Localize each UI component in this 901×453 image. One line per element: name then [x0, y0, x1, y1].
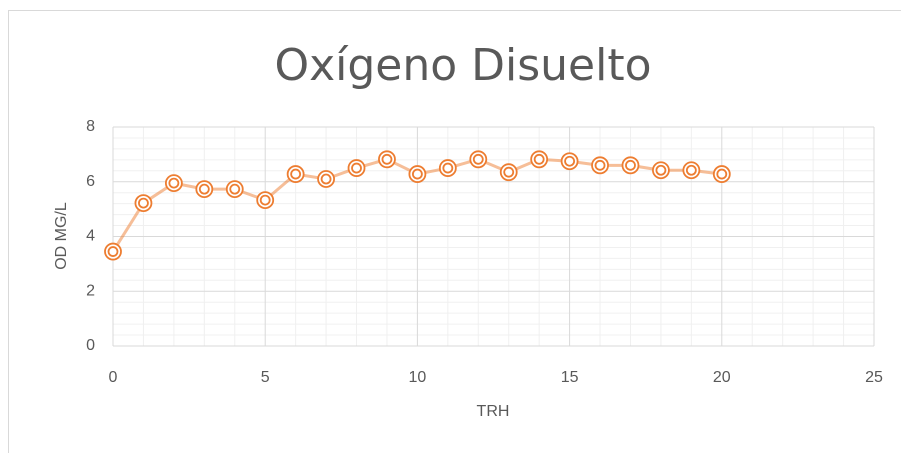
marker-ring — [378, 150, 396, 169]
marker — [682, 161, 701, 180]
marker — [256, 191, 275, 209]
marker-ring — [530, 150, 549, 169]
marker — [195, 180, 214, 199]
marker — [104, 242, 122, 261]
marker-ring — [138, 197, 149, 209]
marker — [712, 165, 731, 183]
marker-ring — [533, 153, 545, 165]
marker-ring — [712, 165, 731, 183]
marker-ring — [256, 191, 275, 209]
marker-ring — [351, 162, 362, 174]
marker — [225, 180, 244, 199]
x-tick-label: 15 — [561, 369, 579, 386]
marker — [378, 150, 396, 169]
marker-ring — [716, 168, 728, 180]
marker-ring — [625, 159, 636, 171]
marker-ring — [107, 246, 119, 257]
y-tick-label: 4 — [86, 228, 95, 245]
chart-title: Oxígeno Disuelto — [274, 40, 651, 91]
y-tick-label: 2 — [86, 282, 95, 299]
marker-ring — [652, 161, 670, 180]
y-tick-label: 8 — [86, 118, 95, 135]
chart-frame — [8, 10, 901, 453]
marker-ring — [229, 183, 241, 195]
marker-ring — [503, 166, 515, 178]
marker-ring — [134, 194, 153, 213]
marker-ring — [438, 159, 457, 177]
marker-ring — [564, 155, 575, 167]
marker — [286, 165, 305, 183]
marker-ring — [347, 159, 366, 177]
x-tick-label: 25 — [865, 369, 883, 386]
marker — [560, 152, 579, 171]
x-tick-label: 10 — [409, 369, 427, 386]
marker-ring — [290, 168, 302, 180]
marker — [621, 156, 640, 175]
marker — [652, 161, 670, 180]
marker-ring — [381, 153, 393, 165]
marker-ring — [411, 168, 423, 180]
marker-ring — [104, 242, 122, 261]
marker-ring — [198, 183, 210, 195]
marker — [134, 194, 153, 213]
marker-ring — [621, 156, 640, 175]
marker-ring — [408, 165, 427, 183]
marker — [408, 165, 427, 183]
marker — [164, 174, 183, 193]
marker-ring — [655, 164, 667, 176]
y-axis-label: OD MG/L — [53, 202, 70, 270]
marker — [469, 150, 488, 169]
marker-ring — [317, 170, 335, 188]
marker — [530, 150, 549, 169]
marker-ring — [168, 177, 180, 189]
marker-ring — [469, 150, 488, 169]
marker — [591, 156, 609, 175]
marker-ring — [259, 194, 271, 206]
marker-ring — [472, 153, 484, 165]
marker-ring — [682, 161, 701, 180]
marker-ring — [499, 163, 518, 182]
marker-ring — [442, 162, 454, 174]
marker-ring — [320, 173, 332, 185]
marker — [317, 170, 335, 188]
x-tick-label: 20 — [713, 369, 731, 386]
marker-ring — [195, 180, 214, 199]
marker-ring — [164, 174, 183, 193]
marker-ring — [560, 152, 579, 171]
marker — [438, 159, 457, 177]
marker-ring — [594, 159, 606, 171]
marker — [499, 163, 518, 182]
marker — [347, 159, 366, 177]
marker-ring — [225, 180, 244, 199]
marker-ring — [286, 165, 305, 183]
marker-ring — [591, 156, 609, 175]
y-tick-label: 0 — [86, 337, 95, 354]
x-tick-label: 5 — [261, 369, 270, 386]
y-tick-label: 6 — [86, 173, 95, 190]
x-tick-label: 0 — [109, 369, 118, 386]
marker-ring — [685, 164, 697, 176]
x-axis-label: TRH — [477, 403, 510, 420]
